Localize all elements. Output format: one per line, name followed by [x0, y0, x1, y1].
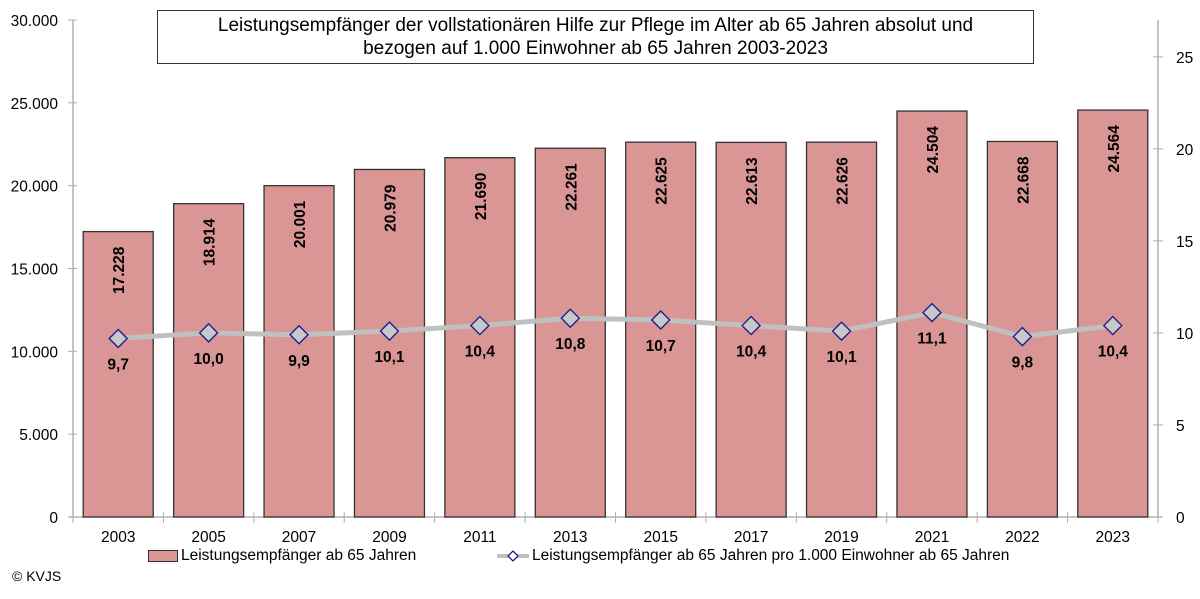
legend-label-line: Leistungsempfänger ab 65 Jahren pro 1.00…	[532, 547, 1010, 564]
bar-data-label: 22.668	[1015, 156, 1032, 204]
right-axis-tick-label: 15	[1176, 234, 1193, 251]
line-marker-diamond	[831, 321, 852, 342]
line-data-label: 10,4	[465, 344, 496, 361]
bar-data-label: 24.504	[925, 126, 942, 174]
line-data-label: 10,1	[374, 349, 405, 366]
x-axis-tick-label: 2005	[191, 529, 225, 546]
bar	[172, 203, 245, 518]
line-data-label: 10,0	[194, 351, 224, 368]
copyright-text: © KVJS	[12, 568, 62, 584]
line-series	[118, 310, 1114, 341]
line-marker-diamond	[198, 322, 219, 343]
bar	[534, 147, 606, 518]
bar-data-label: 22.625	[654, 157, 671, 205]
line-data-label: 10,8	[555, 336, 586, 353]
right-axis-tick-label: 10	[1176, 326, 1194, 343]
bar	[263, 185, 335, 518]
line-data-label: 9,9	[288, 353, 310, 370]
left-axis-tick-label: 30.000	[11, 13, 59, 30]
left-axis-tick-label: 5.000	[19, 427, 58, 444]
x-axis-tick-label: 2019	[824, 529, 858, 546]
x-axis-tick-label: 2003	[101, 529, 135, 546]
x-axis-tick-label: 2022	[1005, 529, 1039, 546]
bar-data-label: 22.613	[744, 157, 761, 205]
x-axis-tick-label: 2013	[553, 529, 587, 546]
line-data-label: 9,8	[1012, 355, 1034, 372]
x-axis-tick-label: 2021	[915, 529, 949, 546]
left-axis-tick-label: 15.000	[11, 262, 59, 279]
x-axis-tick-label: 2017	[734, 529, 768, 546]
x-axis-tick-label: 2009	[372, 529, 406, 546]
bar-data-label: 22.626	[835, 157, 852, 205]
legend-item-bars: Leistungsempfänger ab 65 Jahren	[148, 547, 416, 565]
bar-data-label: 21.690	[473, 173, 490, 220]
bar	[1077, 109, 1149, 518]
bar-data-label: 18.914	[202, 218, 219, 266]
line-marker-diamond	[379, 321, 400, 342]
bar	[353, 168, 426, 518]
left-axis-tick-label: 0	[49, 510, 58, 527]
right-axis-tick-label: 5	[1176, 418, 1185, 435]
line-data-label: 9,7	[107, 356, 129, 373]
right-axis-tick-label: 0	[1176, 510, 1185, 527]
line-data-label: 10,1	[826, 349, 857, 366]
line-marker-diamond	[560, 308, 581, 329]
legend-item-line: Leistungsempfänger ab 65 Jahren pro 1.00…	[497, 547, 1009, 565]
line-marker-diamond	[469, 315, 490, 336]
right-axis-tick-label: 25	[1176, 50, 1193, 67]
line-data-label: 10,4	[1098, 344, 1129, 361]
bar-data-label: 17.228	[111, 246, 128, 294]
left-axis-tick-label: 10.000	[11, 344, 59, 361]
legend-label-bars: Leistungsempfänger ab 65 Jahren	[181, 547, 417, 564]
left-axis-tick-label: 20.000	[11, 179, 59, 196]
chart-title: Leistungsempfänger der vollstationären H…	[157, 10, 1034, 64]
x-axis-tick-label: 2011	[463, 529, 496, 546]
chart-title-line1: Leistungsempfänger der vollstationären H…	[217, 15, 974, 36]
line-marker-diamond	[650, 310, 671, 331]
line-marker-diamond	[1102, 315, 1123, 336]
line-marker-diamond	[1012, 326, 1033, 347]
line-data-label: 11,1	[917, 331, 947, 348]
bar-data-label: 22.261	[563, 163, 580, 211]
legend-bar-swatch-icon	[148, 550, 178, 562]
bar-data-label: 20.979	[382, 184, 399, 232]
bar	[444, 157, 516, 518]
chart-title-line2: bezogen auf 1.000 Einwohner ab 65 Jahren…	[363, 38, 828, 59]
line-data-label: 10,7	[646, 338, 676, 355]
bar	[82, 230, 154, 518]
x-axis-tick-label: 2007	[282, 529, 316, 546]
right-axis-tick-label: 20	[1176, 142, 1194, 159]
bar-data-label: 24.564	[1106, 125, 1123, 173]
x-axis-tick-label: 2023	[1096, 529, 1130, 546]
x-axis-tick-label: 2015	[643, 529, 677, 546]
left-axis-tick-label: 25.000	[11, 96, 59, 113]
line-data-label: 10,4	[736, 344, 767, 361]
line-marker-diamond	[741, 315, 762, 336]
bar-data-label: 20.001	[292, 200, 309, 248]
line-marker-diamond	[289, 324, 310, 345]
line-marker-diamond	[108, 328, 129, 349]
line-marker-diamond	[921, 302, 942, 323]
legend-line-diamond-icon	[497, 550, 529, 562]
